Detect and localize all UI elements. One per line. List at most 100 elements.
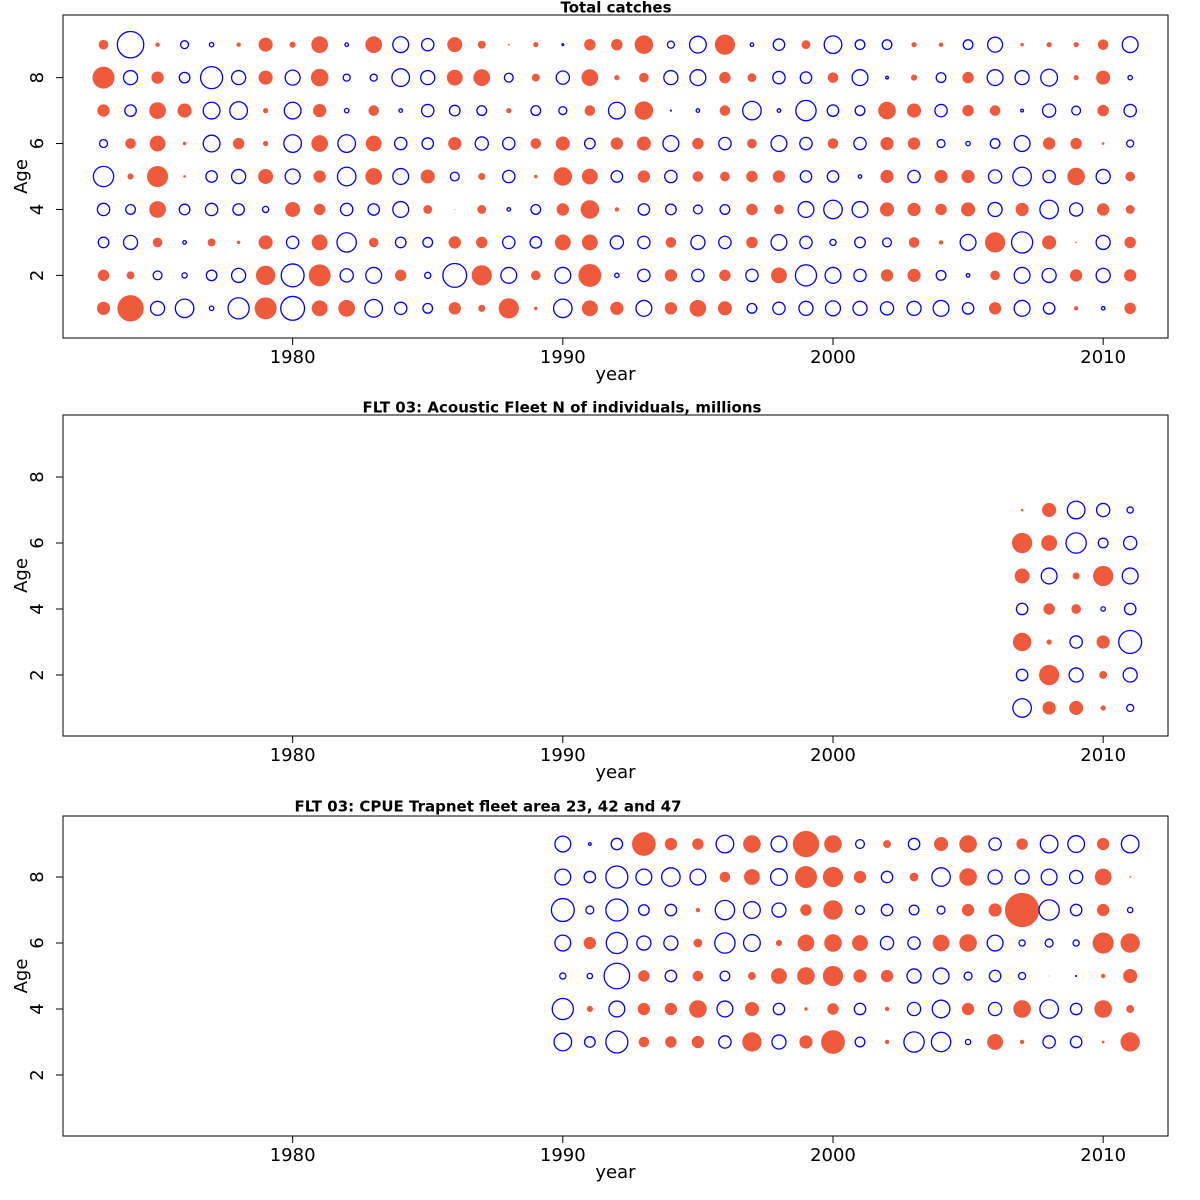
x-tick-label: 2010: [1080, 1145, 1126, 1166]
bubble: [1012, 632, 1032, 652]
bubble: [608, 1000, 626, 1018]
bubble: [826, 104, 840, 117]
bubble: [880, 136, 894, 151]
bubble: [122, 69, 139, 86]
bubble: [1094, 1000, 1112, 1018]
bubble: [692, 204, 703, 215]
bubble: [746, 236, 758, 249]
bubble: [935, 203, 947, 216]
bubble: [530, 203, 542, 215]
bubble: [182, 141, 187, 146]
bubble: [959, 835, 977, 853]
bubble: [585, 905, 595, 915]
bubble: [636, 935, 652, 951]
bubble: [1020, 508, 1024, 512]
bubble: [718, 1035, 732, 1049]
bubble: [181, 272, 188, 279]
bubble: [938, 240, 944, 245]
bubble: [1124, 269, 1137, 282]
bubble: [986, 36, 1004, 53]
bubble: [801, 40, 811, 50]
bubble: [289, 41, 296, 48]
bubble: [1125, 205, 1135, 214]
bubble: [934, 169, 948, 184]
bubble: [935, 269, 947, 281]
bubble: [664, 302, 678, 315]
bubble: [448, 104, 461, 117]
bubble: [664, 903, 678, 917]
y-tick-label: 4: [27, 204, 48, 215]
bubble: [507, 43, 510, 46]
bubble: [605, 898, 629, 922]
bubble: [988, 903, 1002, 917]
bubble: [880, 870, 894, 884]
bubble: [448, 302, 461, 315]
bubble: [422, 236, 434, 248]
bubble: [605, 931, 629, 955]
bubble: [97, 269, 110, 282]
bubble: [692, 970, 704, 982]
bubble: [96, 202, 111, 217]
bubble: [285, 235, 300, 250]
bubble: [1096, 837, 1110, 851]
bubble: [1040, 868, 1058, 886]
bubble: [551, 997, 575, 1021]
bubble: [230, 168, 247, 185]
plot-frame: [62, 14, 1169, 339]
bubble: [962, 71, 974, 84]
bubble: [692, 137, 704, 150]
bubble: [471, 265, 492, 286]
bubble: [631, 832, 656, 856]
bubble: [907, 169, 921, 184]
bubble: [284, 69, 301, 86]
bubble: [962, 104, 974, 117]
bubble: [151, 71, 164, 84]
bubble: [262, 140, 269, 147]
bubble: [771, 1034, 787, 1050]
bubble: [987, 169, 1003, 184]
bubble: [822, 965, 844, 987]
bubble: [664, 203, 677, 216]
bubble: [664, 969, 678, 983]
bubble: [420, 37, 435, 52]
bubble: [742, 901, 761, 920]
bubble: [823, 900, 843, 920]
bubble: [719, 71, 731, 84]
bubble: [827, 72, 839, 83]
bubble: [1069, 1002, 1083, 1016]
bubble: [392, 36, 410, 54]
bubble: [1072, 572, 1080, 580]
y-tick-label: 6: [27, 937, 48, 948]
bubble: [742, 1032, 762, 1052]
bubble: [1123, 602, 1137, 616]
bubble: [821, 1030, 845, 1054]
bubble: [795, 99, 817, 122]
bubble: [964, 1038, 972, 1046]
bubble: [1041, 103, 1057, 118]
plot-frame: [62, 414, 1169, 737]
bubble: [691, 268, 705, 283]
bubble: [1093, 565, 1114, 587]
bubble: [638, 1036, 650, 1048]
bubble: [1069, 269, 1083, 282]
bubble: [799, 170, 813, 183]
bubble: [881, 39, 893, 51]
bubble: [742, 100, 762, 121]
bubble: [365, 36, 383, 54]
bubble: [336, 232, 358, 253]
bubble: [553, 1032, 573, 1052]
bubble: [878, 101, 896, 120]
x-tick-label: 1990: [540, 1145, 586, 1166]
bubble: [959, 868, 977, 886]
x-tick-label: 2000: [810, 347, 856, 368]
bubble: [1123, 103, 1137, 118]
bubble: [747, 972, 756, 980]
bubble: [97, 104, 110, 117]
bubble: [989, 138, 1001, 150]
bubble: [988, 302, 1002, 315]
bubble: [851, 200, 869, 219]
bubble: [664, 269, 678, 282]
bubble: [797, 967, 815, 985]
bubble: [1041, 535, 1058, 551]
bubble: [908, 237, 920, 248]
